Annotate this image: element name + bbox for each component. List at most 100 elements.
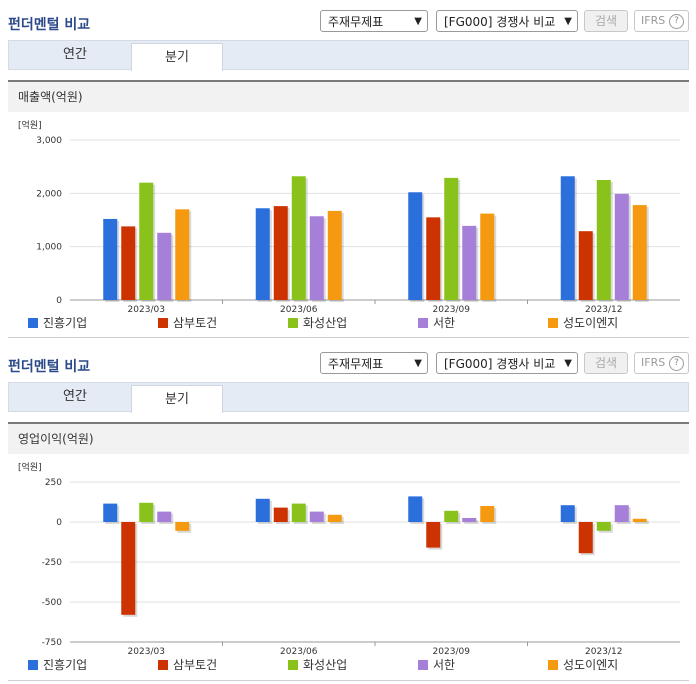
legend-label: 서한 xyxy=(433,316,456,330)
ifrs-help-button[interactable]: IFRS? xyxy=(634,10,689,32)
bar[interactable] xyxy=(632,518,647,522)
y-tick-label: 2,000 xyxy=(36,189,62,199)
tab-annual[interactable]: 연간 xyxy=(63,47,87,62)
legend-label: 화성산업 xyxy=(303,316,348,330)
bar[interactable] xyxy=(327,210,342,300)
bar[interactable] xyxy=(426,217,441,300)
legend-label: 진흥기업 xyxy=(43,316,88,330)
bar[interactable] xyxy=(291,503,306,522)
legend-item[interactable]: 진흥기업 xyxy=(28,314,87,332)
bar[interactable] xyxy=(273,507,288,522)
bar[interactable] xyxy=(157,232,172,300)
bar[interactable] xyxy=(121,522,136,615)
bar[interactable] xyxy=(614,193,629,300)
legend-item[interactable]: 성도이엔지 xyxy=(548,314,618,332)
legend-label: 성도이엔지 xyxy=(563,316,619,330)
bar[interactable] xyxy=(444,177,459,300)
search-button[interactable]: 검색 xyxy=(584,352,628,374)
y-tick-label: -250 xyxy=(42,558,63,568)
y-tick-label: 250 xyxy=(45,478,62,488)
bar[interactable] xyxy=(255,208,270,300)
ifrs-label: IFRS xyxy=(641,14,666,27)
y-tick-label: 1,000 xyxy=(36,243,62,253)
legend-item[interactable]: 삼부토건 xyxy=(158,656,217,674)
legend-item[interactable]: 화성산업 xyxy=(288,314,347,332)
bar[interactable] xyxy=(560,176,575,300)
bar[interactable] xyxy=(560,505,575,522)
bar-shadow xyxy=(634,520,649,524)
bar[interactable] xyxy=(480,213,495,300)
ifrs-help-button[interactable]: IFRS? xyxy=(634,352,689,374)
section-header: 펀더멘털 비교 주재무제표 ▼ [FG000] 경쟁사 비교 ▼ 검색 IFRS? xyxy=(0,344,696,384)
bar[interactable] xyxy=(444,510,459,522)
bar[interactable] xyxy=(291,176,306,300)
chevron-down-icon: ▼ xyxy=(414,16,422,27)
bar[interactable] xyxy=(578,231,593,300)
bar[interactable] xyxy=(309,216,324,300)
legend-item[interactable]: 삼부토건 xyxy=(158,314,217,332)
bar[interactable] xyxy=(175,522,190,531)
chevron-down-icon: ▼ xyxy=(564,16,572,27)
peer-select[interactable]: [FG000] 경쟁사 비교 ▼ xyxy=(436,10,578,32)
revenue-panel: 매출액(억원) [억원] 0 1,000 2,000 3,000 2023/03 2023/… xyxy=(8,80,689,338)
bar[interactable] xyxy=(408,192,423,300)
search-button[interactable]: 검색 xyxy=(584,10,628,32)
legend-item[interactable]: 성도이엔지 xyxy=(548,656,618,674)
legend-swatch xyxy=(288,318,298,328)
legend-label: 서한 xyxy=(433,658,456,672)
x-tick-label: 2023/03 xyxy=(128,647,165,657)
legend-label: 진흥기업 xyxy=(43,658,88,672)
y-tick-label: 0 xyxy=(56,296,62,306)
fundamental-section-1: 펀더멘털 비교 주재무제표 ▼ [FG000] 경쟁사 비교 ▼ 검색 IFRS? … xyxy=(8,10,689,338)
bar[interactable] xyxy=(408,496,423,522)
fundamental-section-2: 펀더멘털 비교 주재무제표 ▼ [FG000] 경쟁사 비교 ▼ 검색 IFRS? … xyxy=(0,342,696,684)
peer-select-value: [FG000] 경쟁사 비교 xyxy=(444,357,556,371)
period-tabs: 연간 분기 xyxy=(8,40,689,71)
x-tick-label: 2023/06 xyxy=(280,305,318,315)
bar[interactable] xyxy=(462,225,477,300)
legend-item[interactable]: 서한 xyxy=(418,314,455,332)
x-tick-label: 2023/12 xyxy=(585,647,622,657)
bar[interactable] xyxy=(273,206,288,300)
legend-swatch xyxy=(158,318,168,328)
bar[interactable] xyxy=(614,505,629,522)
bar[interactable] xyxy=(596,180,611,300)
bar[interactable] xyxy=(139,502,154,522)
legend-label: 삼부토건 xyxy=(173,316,218,330)
bar[interactable] xyxy=(309,511,324,522)
bar[interactable] xyxy=(578,522,593,554)
operating-income-panel: 영업이익(억원) [억원] -750 -500 -250 0 250 2023/03 2023… xyxy=(8,422,689,681)
x-tick-label: 2023/09 xyxy=(433,647,471,657)
bar[interactable] xyxy=(157,511,172,522)
statement-select[interactable]: 주재무제표 ▼ xyxy=(320,352,428,374)
bar[interactable] xyxy=(255,498,270,522)
tab-quarterly[interactable]: 분기 xyxy=(131,385,223,413)
bar[interactable] xyxy=(632,205,647,300)
question-icon: ? xyxy=(669,14,684,29)
legend-item[interactable]: 진흥기업 xyxy=(28,656,87,674)
tab-quarterly[interactable]: 분기 xyxy=(131,43,223,71)
bar[interactable] xyxy=(103,503,118,522)
legend-label: 삼부토건 xyxy=(173,658,218,672)
y-tick-label: -750 xyxy=(42,638,63,648)
bar[interactable] xyxy=(175,209,190,300)
legend-item[interactable]: 서한 xyxy=(418,656,455,674)
chart-legend: 진흥기업 삼부토건 화성산업 서한 성도이엔지 xyxy=(8,314,689,332)
legend-item[interactable]: 화성산업 xyxy=(288,656,347,674)
bar[interactable] xyxy=(139,182,154,300)
legend-swatch xyxy=(418,660,428,670)
bar[interactable] xyxy=(462,518,477,522)
y-tick-label: 3,000 xyxy=(36,136,62,146)
bar[interactable] xyxy=(596,522,611,531)
bar[interactable] xyxy=(103,218,118,300)
bar[interactable] xyxy=(121,226,136,300)
unit-label: [억원] xyxy=(18,461,42,473)
tab-annual[interactable]: 연간 xyxy=(63,389,87,404)
section-title: 펀더멘털 비교 xyxy=(8,17,91,33)
bar[interactable] xyxy=(327,514,342,522)
statement-select-value: 주재무제표 xyxy=(328,357,384,371)
peer-select[interactable]: [FG000] 경쟁사 비교 ▼ xyxy=(436,352,578,374)
bar[interactable] xyxy=(426,522,441,548)
statement-select[interactable]: 주재무제표 ▼ xyxy=(320,10,428,32)
bar[interactable] xyxy=(480,506,495,522)
